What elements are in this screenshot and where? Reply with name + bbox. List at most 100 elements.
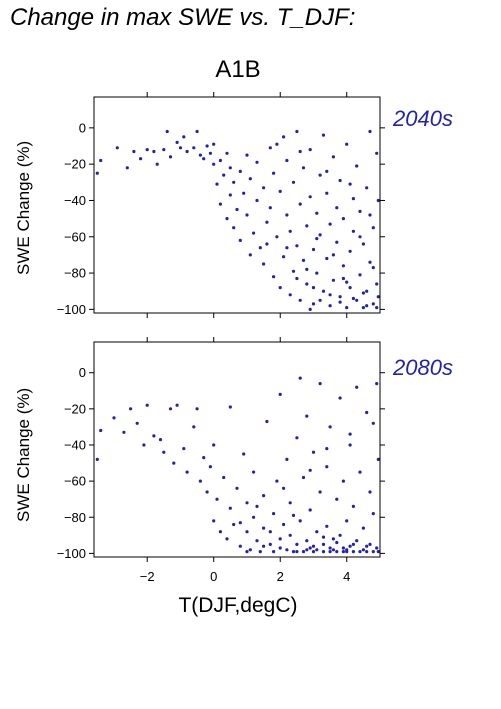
data-point	[305, 414, 309, 418]
y-tick-label: −80	[64, 266, 86, 281]
points-group	[95, 376, 380, 554]
data-point	[321, 542, 326, 547]
data-point	[371, 266, 375, 270]
data-point	[301, 475, 306, 480]
data-point	[351, 550, 355, 554]
data-point	[315, 271, 319, 275]
data-point	[358, 470, 362, 474]
data-point	[291, 269, 296, 273]
y-tick-label: 0	[79, 365, 86, 380]
data-point	[328, 293, 332, 297]
data-point	[252, 515, 256, 519]
data-point	[318, 490, 322, 494]
data-point	[328, 425, 332, 429]
data-point	[192, 425, 196, 429]
data-point	[168, 407, 173, 411]
data-point	[338, 300, 342, 304]
data-point	[288, 501, 292, 505]
data-point	[325, 256, 329, 261]
data-point	[162, 148, 166, 152]
data-point	[228, 506, 232, 510]
data-point	[375, 382, 379, 386]
data-point	[331, 155, 335, 159]
data-point	[318, 382, 322, 386]
data-point	[95, 457, 99, 461]
panel-2040s: 0 −20 −40 −60 −80 −100	[57, 92, 385, 318]
data-point	[305, 548, 309, 552]
data-point	[351, 197, 355, 201]
data-point	[291, 513, 296, 518]
x-tick-label: 2	[277, 569, 284, 584]
data-point	[335, 240, 339, 244]
data-point	[305, 282, 309, 286]
data-point	[318, 173, 322, 177]
data-point	[308, 307, 312, 311]
data-point	[365, 544, 369, 548]
data-point	[338, 295, 342, 299]
data-point	[358, 209, 362, 213]
y-tick-label: −100	[57, 302, 86, 317]
data-point	[205, 144, 209, 148]
data-point	[361, 291, 365, 295]
data-point	[298, 376, 302, 380]
data-point	[325, 447, 329, 451]
x-axis-label: T(DJF,degC)	[178, 594, 298, 617]
data-point	[272, 275, 276, 279]
data-point	[318, 233, 322, 237]
data-point	[355, 298, 359, 302]
data-point	[295, 436, 299, 440]
data-point	[282, 135, 286, 139]
data-point	[331, 278, 335, 282]
data-point	[139, 157, 143, 161]
data-point	[308, 508, 312, 512]
data-point	[278, 392, 282, 396]
data-point	[355, 385, 359, 389]
data-point	[341, 550, 345, 554]
data-point	[198, 479, 202, 483]
data-point	[248, 548, 252, 552]
data-point	[348, 286, 352, 290]
data-point	[298, 519, 302, 523]
data-point	[321, 289, 326, 293]
data-point	[135, 421, 139, 425]
y-tick-label: −40	[64, 437, 86, 452]
data-point	[262, 186, 266, 190]
data-point	[328, 304, 332, 308]
data-point	[278, 286, 282, 290]
data-point	[202, 456, 206, 460]
data-point	[345, 142, 349, 146]
data-point	[268, 206, 272, 210]
data-point	[212, 162, 216, 166]
data-point	[348, 182, 352, 186]
data-point	[172, 461, 176, 465]
data-point	[335, 550, 339, 554]
data-point	[376, 550, 380, 554]
data-point	[225, 217, 229, 221]
data-point	[311, 247, 316, 252]
data-point	[331, 537, 335, 541]
y-tick-label: −80	[64, 510, 86, 525]
data-point	[272, 550, 276, 554]
data-point	[291, 180, 296, 184]
plot-frame	[93, 96, 381, 314]
data-point	[262, 262, 266, 266]
period-label-2040s: 2040s	[393, 106, 453, 131]
data-point	[338, 396, 342, 400]
data-point	[192, 146, 196, 150]
data-point	[262, 494, 266, 498]
data-point	[335, 497, 339, 501]
data-point	[298, 298, 302, 302]
data-point	[222, 475, 226, 480]
data-point	[361, 548, 365, 552]
data-point	[242, 191, 246, 195]
data-point	[365, 304, 369, 308]
data-point	[315, 237, 319, 241]
data-point	[285, 246, 289, 250]
data-point	[215, 182, 219, 186]
data-point	[282, 522, 286, 527]
data-point	[95, 171, 99, 175]
data-point	[308, 546, 312, 550]
data-point	[225, 151, 229, 155]
data-point	[155, 162, 159, 166]
data-point	[331, 253, 335, 257]
